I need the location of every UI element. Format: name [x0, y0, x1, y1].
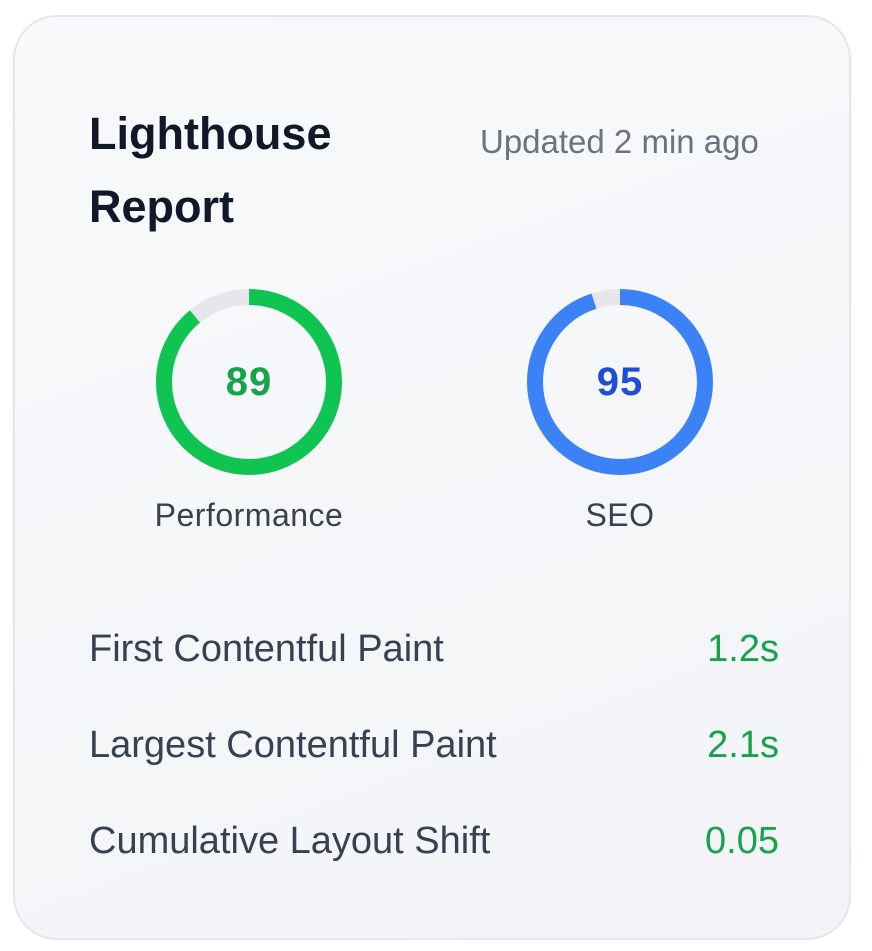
seo-ring [527, 289, 713, 475]
metric-row-lcp: Largest Contentful Paint 2.1s [89, 715, 779, 775]
metric-name: First Contentful Paint [89, 628, 444, 670]
metric-name: Cumulative Layout Shift [89, 820, 491, 862]
lighthouse-report-card: Lighthouse Report Updated 2 min ago 89 P… [13, 15, 851, 940]
metric-row-fcp: First Contentful Paint 1.2s [89, 619, 779, 679]
performance-gauge: 89 [149, 282, 349, 482]
metric-row-cls: Cumulative Layout Shift 0.05 [89, 811, 779, 871]
metric-value: 0.05 [705, 820, 779, 862]
metric-name: Largest Contentful Paint [89, 724, 497, 766]
card-title: Lighthouse Report [89, 108, 332, 232]
performance-label: Performance [154, 497, 344, 533]
metric-value: 2.1s [707, 724, 779, 766]
metric-value: 1.2s [707, 628, 779, 670]
performance-ring [156, 289, 342, 475]
performance-score: 89 [225, 359, 273, 404]
seo-gauge: 95 [520, 282, 720, 482]
seo-score: 95 [596, 359, 644, 404]
updated-timestamp: Updated 2 min ago [480, 123, 759, 160]
seo-label: SEO [585, 497, 655, 533]
